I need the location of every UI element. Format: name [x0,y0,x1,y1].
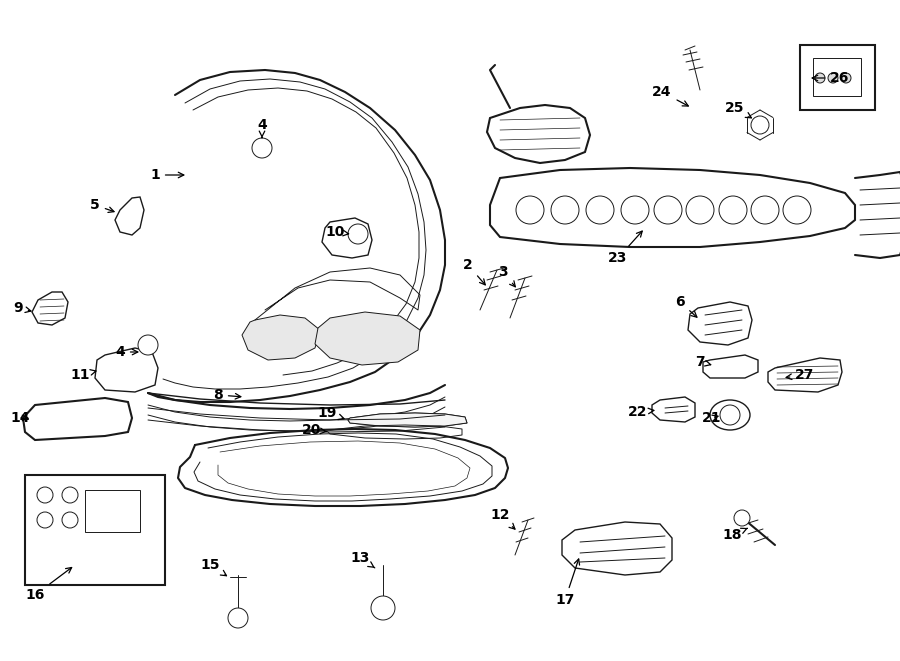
Ellipse shape [710,400,750,430]
Text: 12: 12 [491,508,515,529]
Polygon shape [322,218,372,258]
Circle shape [138,335,158,355]
Text: 1: 1 [150,168,184,182]
Text: 26: 26 [812,71,850,85]
Text: 14: 14 [10,411,30,425]
Text: 24: 24 [652,85,688,106]
Circle shape [734,510,750,526]
Text: 5: 5 [90,198,114,212]
Text: 18: 18 [722,528,747,542]
Text: 13: 13 [350,551,374,568]
Bar [85,490,140,532]
Circle shape [720,405,740,425]
Text: 2: 2 [464,258,485,285]
Circle shape [586,196,614,224]
Text: 15: 15 [200,558,227,576]
Circle shape [62,512,78,528]
Text: 17: 17 [555,559,580,607]
Polygon shape [652,397,695,422]
Polygon shape [115,197,144,235]
Circle shape [37,487,53,503]
Text: 23: 23 [608,231,643,265]
Text: 19: 19 [318,406,344,420]
Polygon shape [23,398,132,440]
Bar [813,58,861,96]
Circle shape [62,487,78,503]
Polygon shape [242,315,320,360]
Circle shape [516,196,544,224]
Text: 9: 9 [14,301,31,315]
Text: 8: 8 [213,388,241,402]
Bar [25,475,165,585]
Polygon shape [703,355,758,378]
Circle shape [686,196,714,224]
Circle shape [719,196,747,224]
Circle shape [371,596,395,620]
Circle shape [37,512,53,528]
Polygon shape [348,413,467,427]
Text: 3: 3 [499,265,516,287]
Circle shape [828,73,838,83]
Circle shape [751,196,779,224]
Polygon shape [487,105,590,163]
Text: 4: 4 [257,118,267,137]
Circle shape [621,196,649,224]
Circle shape [751,116,769,134]
Circle shape [783,196,811,224]
Text: 4: 4 [115,345,138,359]
Text: 6: 6 [675,295,697,317]
Text: 10: 10 [325,225,348,239]
Text: 11: 11 [70,368,96,382]
Polygon shape [562,522,672,575]
Circle shape [252,138,272,158]
Polygon shape [95,348,158,392]
Polygon shape [688,302,752,345]
Circle shape [841,73,851,83]
Circle shape [815,73,825,83]
Text: 21: 21 [702,411,722,425]
Circle shape [228,608,248,628]
Circle shape [551,196,579,224]
Polygon shape [768,358,842,392]
Text: 22: 22 [628,405,654,419]
Text: 20: 20 [302,423,328,437]
Polygon shape [315,312,420,365]
Circle shape [348,224,368,244]
Text: 7: 7 [695,355,711,369]
Polygon shape [32,292,68,325]
Text: 27: 27 [786,368,815,382]
Polygon shape [490,168,855,247]
Bar [800,45,875,110]
Text: 25: 25 [725,101,752,118]
Circle shape [654,196,682,224]
Text: 16: 16 [25,568,72,602]
